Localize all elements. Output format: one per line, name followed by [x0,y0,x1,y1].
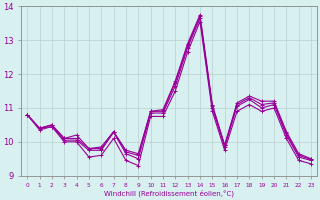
X-axis label: Windchill (Refroidissement éolien,°C): Windchill (Refroidissement éolien,°C) [104,190,234,197]
